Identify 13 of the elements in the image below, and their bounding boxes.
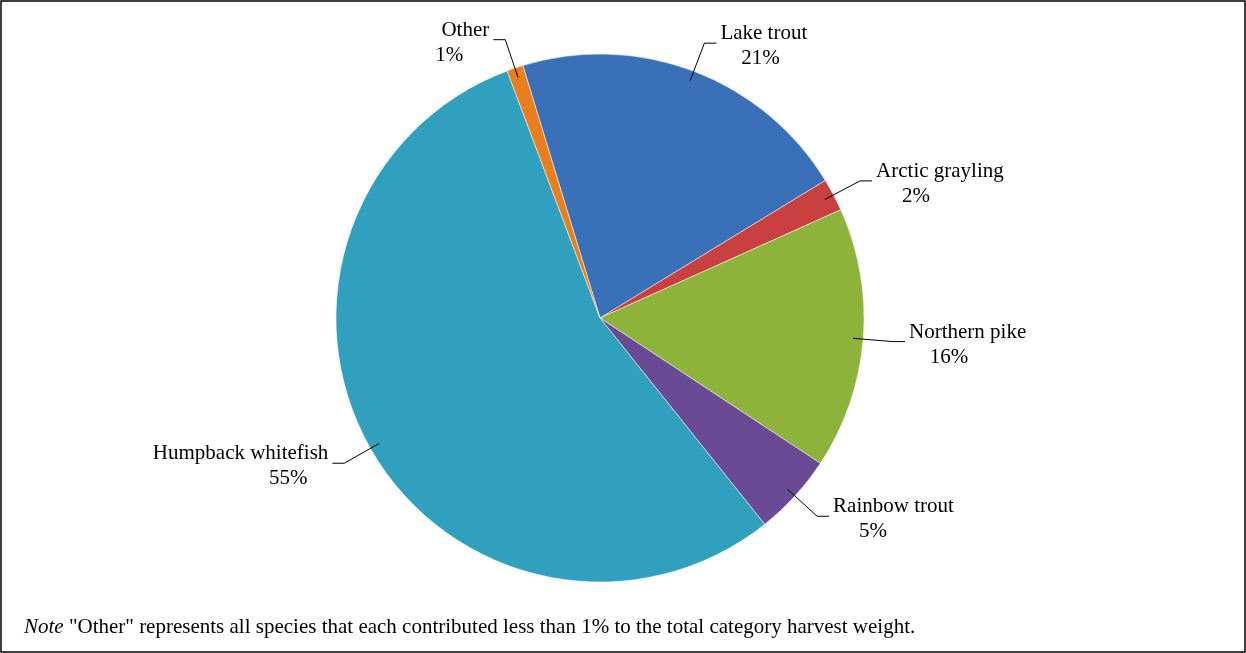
slice-label: Lake trout — [720, 20, 808, 45]
data-label: 2% — [902, 182, 931, 207]
data-label: 1% — [435, 41, 464, 66]
slice-label: Rainbow trout — [833, 493, 955, 518]
slice-label: Humpback whitefish — [152, 440, 329, 465]
data-label: 5% — [859, 518, 888, 543]
data-label: 16% — [929, 343, 969, 368]
data-label: 21% — [741, 45, 780, 70]
slice-label: Arctic grayling — [876, 157, 1005, 182]
slice-label: Northern pike — [909, 318, 1027, 343]
slice-label: Other — [441, 16, 490, 41]
text: Note "Other" represents all species that each contributed less than 1% to the total category harvest weight. — [23, 614, 916, 638]
data-label: 55% — [269, 465, 308, 490]
